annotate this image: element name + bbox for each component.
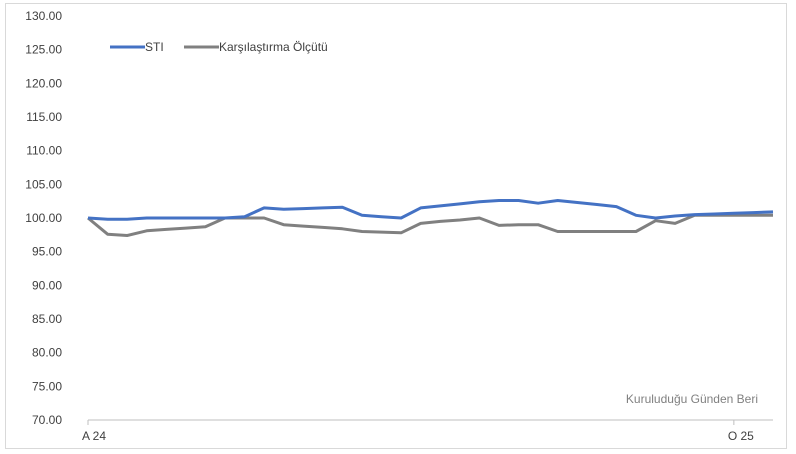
period-annotation: Kuruluduğu Günden Beri bbox=[626, 392, 758, 406]
y-tick-label: 85.00 bbox=[32, 312, 62, 326]
y-tick-label: 80.00 bbox=[32, 346, 62, 360]
legend-label: Karşılaştırma Ölçütü bbox=[219, 40, 328, 54]
y-tick-label: 70.00 bbox=[32, 413, 62, 427]
series-lines bbox=[87, 199, 774, 237]
x-tick-label: A 24 bbox=[82, 429, 106, 443]
y-tick-label: 105.00 bbox=[25, 177, 62, 191]
series-line-kar-la-t-rma-l-t- bbox=[87, 213, 773, 237]
y-axis-labels: 70.00 75.00 80.00 85.00 90.00 95.00 100.00 105.… bbox=[25, 9, 62, 427]
y-tick-label: 115.00 bbox=[26, 110, 62, 124]
y-tick-label: 125.00 bbox=[25, 43, 62, 57]
y-tick-label: 130.00 bbox=[25, 9, 62, 23]
y-tick-label: 95.00 bbox=[32, 245, 62, 259]
y-tick-label: 75.00 bbox=[32, 379, 62, 393]
y-tick-label: 90.00 bbox=[32, 278, 62, 292]
legend: STI Karşılaştırma Ölçütü bbox=[110, 40, 328, 54]
chart-frame bbox=[5, 3, 787, 449]
x-tick-label: O 25 bbox=[728, 429, 754, 443]
x-axis-labels: A 24 O 25 bbox=[82, 420, 754, 443]
y-tick-label: 120.00 bbox=[25, 76, 62, 90]
y-tick-label: 110.00 bbox=[26, 144, 62, 158]
series-line-sti bbox=[87, 199, 774, 221]
legend-label: STI bbox=[145, 40, 164, 54]
y-tick-label: 100.00 bbox=[25, 211, 62, 225]
